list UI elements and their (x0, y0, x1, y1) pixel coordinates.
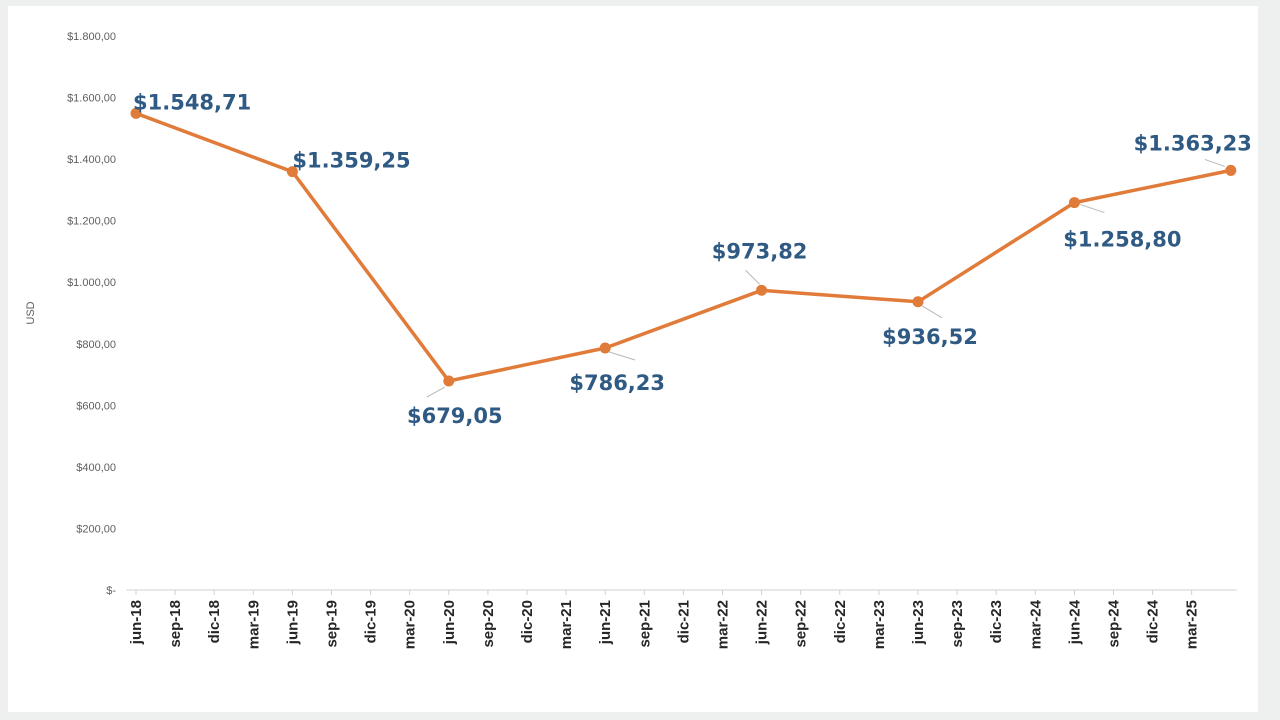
series-point (1225, 164, 1237, 176)
y-tick-label: $400,00 (76, 462, 116, 474)
x-tick-label: sep-21 (636, 600, 653, 648)
label-leader-line (426, 386, 446, 398)
y-tick-label: $1.000,00 (67, 277, 116, 289)
data-labels: $1.548,71 $1.359,25 $679,05 $786,23 $973,82 $… (133, 90, 1252, 428)
x-tick-label: sep-20 (480, 600, 497, 648)
label-leader-line (1080, 204, 1105, 214)
series-point (756, 284, 768, 296)
series-point (286, 166, 298, 178)
series-point (912, 296, 924, 308)
y-tick-label: $- (106, 585, 116, 597)
x-tick-label: jun-23 (910, 600, 927, 645)
x-tick-label: mar-22 (715, 600, 732, 649)
data-label: $973,82 (712, 239, 808, 263)
y-tick-label: $200,00 (76, 523, 116, 535)
chart-card: $- $200,00 $400,00 $600,00 $800,00 $1.000,00 $… (8, 6, 1258, 712)
label-leader-line (921, 305, 943, 319)
x-tick-label: dic-23 (988, 600, 1005, 643)
series-point (443, 375, 455, 387)
x-tick-label: sep-23 (949, 600, 966, 648)
data-label: $1.258,80 (1063, 228, 1181, 252)
y-tick-label: $1.600,00 (67, 93, 116, 105)
x-tick-label: dic-24 (1145, 599, 1162, 643)
x-tick-label: jun-24 (1066, 599, 1083, 645)
series-point (599, 342, 611, 354)
data-label: $786,23 (569, 371, 665, 395)
x-tick-label: mar-21 (558, 600, 575, 649)
x-tick-label: jun-18 (128, 600, 145, 645)
y-axis-title: USD (25, 301, 37, 324)
line-chart: $- $200,00 $400,00 $600,00 $800,00 $1.000,00 $… (25, 31, 1252, 649)
x-tick-label: sep-18 (167, 600, 184, 648)
x-tick-label: mar-19 (245, 600, 262, 649)
x-tick-label: dic-20 (519, 600, 536, 643)
x-tick-label: jun-21 (597, 600, 614, 645)
x-tick-label: jun-22 (754, 600, 771, 645)
x-tick-label: dic-22 (832, 600, 849, 643)
y-tick-label: $1.200,00 (67, 216, 116, 228)
label-leader-line (1204, 158, 1225, 167)
label-leader-line (745, 269, 760, 285)
x-tick-label: mar-25 (1184, 600, 1201, 649)
data-label: $1.363,23 (1134, 131, 1252, 155)
x-tick-label: dic-21 (675, 600, 692, 643)
data-label: $679,05 (407, 404, 503, 428)
series-point (1068, 197, 1080, 209)
x-tick-label: dic-19 (363, 600, 380, 643)
data-label: $1.359,25 (292, 149, 410, 173)
x-tick-label: jun-19 (284, 600, 301, 645)
x-axis-ticks: jun-18 sep-18 dic-18 mar-19 jun-19 sep-19 dic-… (128, 590, 1201, 649)
x-tick-label: mar-24 (1027, 599, 1044, 649)
data-label: $1.548,71 (133, 90, 251, 114)
x-tick-label: mar-20 (402, 600, 419, 649)
x-tick-label: sep-24 (1106, 599, 1123, 647)
x-tick-label: jun-20 (441, 600, 458, 645)
series-markers (130, 107, 1237, 387)
y-axis-ticks: $- $200,00 $400,00 $600,00 $800,00 $1.000,00 $… (67, 31, 116, 597)
data-label: $936,52 (882, 325, 978, 349)
data-label-leaders (426, 158, 1225, 398)
x-tick-label: sep-22 (793, 600, 810, 648)
label-leader-line (609, 351, 636, 361)
y-tick-label: $600,00 (76, 400, 116, 412)
series-line (134, 111, 1233, 383)
y-tick-label: $1.800,00 (67, 31, 116, 43)
y-tick-label: $1.400,00 (67, 154, 116, 166)
x-tick-label: mar-23 (871, 600, 888, 649)
x-tick-label: sep-19 (324, 600, 341, 648)
y-tick-label: $800,00 (76, 339, 116, 351)
x-tick-label: dic-18 (206, 600, 223, 643)
series-point (130, 107, 142, 119)
